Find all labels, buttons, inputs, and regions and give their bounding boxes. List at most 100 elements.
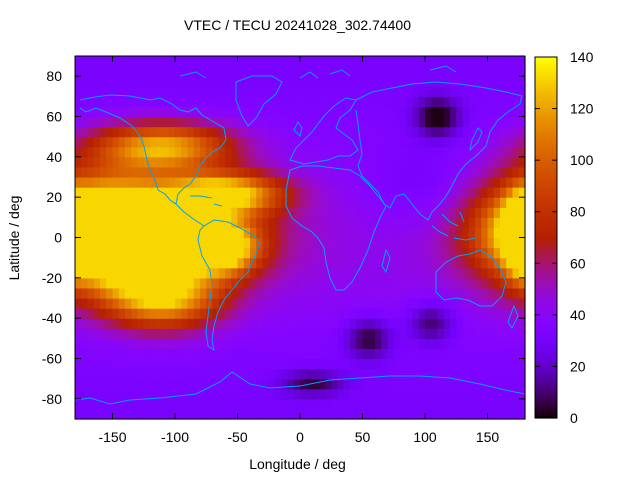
heatmap-cell bbox=[275, 247, 282, 259]
heatmap-cell bbox=[431, 308, 439, 319]
heatmap-cell bbox=[100, 358, 107, 370]
heatmap-cell bbox=[518, 408, 526, 420]
heatmap-cell bbox=[212, 287, 220, 299]
heatmap-cell bbox=[118, 177, 126, 188]
heatmap-cell bbox=[125, 156, 132, 168]
heatmap-cell bbox=[281, 56, 289, 67]
colorbar-slice bbox=[535, 405, 557, 410]
colorbar-slice bbox=[535, 78, 557, 82]
heatmap-cell bbox=[137, 76, 145, 87]
heatmap-cell bbox=[356, 126, 364, 138]
heatmap-cell bbox=[106, 237, 114, 249]
heatmap-cell bbox=[500, 247, 507, 259]
heatmap-cell bbox=[362, 96, 370, 108]
heatmap-cell bbox=[512, 136, 520, 148]
heatmap-cell bbox=[256, 298, 264, 309]
colorbar-slice bbox=[535, 189, 557, 193]
heatmap-cell bbox=[400, 378, 407, 390]
heatmap-cell bbox=[443, 318, 451, 329]
heatmap-cell bbox=[250, 277, 257, 289]
heatmap-cell bbox=[400, 267, 407, 279]
colorbar-slice bbox=[535, 315, 557, 320]
heatmap-cell bbox=[318, 368, 326, 380]
heatmap-cell bbox=[350, 298, 357, 309]
heatmap-cell bbox=[362, 76, 370, 87]
heatmap-cell bbox=[218, 338, 226, 350]
heatmap-cell bbox=[468, 187, 476, 198]
heatmap-cell bbox=[275, 308, 282, 319]
heatmap-cell bbox=[168, 257, 176, 269]
heatmap-cell bbox=[400, 308, 407, 319]
heatmap-cell bbox=[112, 378, 120, 390]
heatmap-cell bbox=[306, 247, 314, 259]
heatmap-cell bbox=[181, 217, 189, 229]
heatmap-cell bbox=[193, 328, 201, 339]
heatmap-cell bbox=[243, 156, 251, 168]
heatmap-cell bbox=[375, 398, 382, 410]
heatmap-cell bbox=[112, 338, 120, 350]
heatmap-cell bbox=[212, 126, 220, 138]
heatmap-cell bbox=[81, 106, 89, 118]
heatmap-cell bbox=[256, 257, 264, 269]
heatmap-cell bbox=[500, 166, 507, 178]
heatmap-cell bbox=[362, 197, 370, 208]
heatmap-cell bbox=[450, 257, 457, 269]
heatmap-cell bbox=[318, 378, 326, 390]
heatmap-cell bbox=[356, 66, 364, 77]
heatmap-cell bbox=[112, 398, 120, 410]
heatmap-cell bbox=[437, 106, 445, 118]
heatmap-cell bbox=[331, 308, 339, 319]
heatmap-cell bbox=[500, 126, 507, 138]
heatmap-cell bbox=[118, 116, 126, 128]
heatmap-cell bbox=[268, 378, 276, 390]
heatmap-cell bbox=[81, 126, 89, 138]
heatmap-cell bbox=[487, 217, 495, 229]
heatmap-cell bbox=[318, 237, 326, 249]
heatmap-cell bbox=[100, 247, 107, 259]
heatmap-cell bbox=[325, 277, 332, 289]
colorbar-slice bbox=[535, 402, 557, 407]
heatmap-cell bbox=[218, 398, 226, 410]
heatmap-cell bbox=[412, 388, 420, 400]
heatmap-cell bbox=[268, 166, 276, 178]
heatmap-cell bbox=[293, 328, 301, 339]
heatmap-cell bbox=[437, 388, 445, 400]
heatmap-cell bbox=[200, 237, 207, 249]
heatmap-cell bbox=[318, 106, 326, 118]
heatmap-cell bbox=[450, 96, 457, 108]
heatmap-cell bbox=[275, 318, 282, 329]
heatmap-cell bbox=[175, 96, 182, 108]
heatmap-cell bbox=[231, 146, 239, 158]
heatmap-cell bbox=[293, 66, 301, 77]
heatmap-cell bbox=[425, 358, 432, 370]
heatmap-cell bbox=[475, 318, 482, 329]
heatmap-cell bbox=[400, 237, 407, 249]
colorbar-slice bbox=[535, 168, 557, 172]
heatmap-cell bbox=[181, 298, 189, 309]
heatmap-cell bbox=[131, 257, 139, 269]
heatmap-cell bbox=[306, 56, 314, 67]
heatmap-cell bbox=[362, 358, 370, 370]
heatmap-cell bbox=[75, 368, 82, 380]
heatmap-cell bbox=[468, 136, 476, 148]
heatmap-cell bbox=[418, 267, 426, 279]
heatmap-cell bbox=[306, 177, 314, 188]
heatmap-cell bbox=[487, 146, 495, 158]
heatmap-cell bbox=[325, 308, 332, 319]
colorbar-slice bbox=[535, 93, 557, 97]
heatmap-cell bbox=[262, 338, 270, 350]
heatmap-cell bbox=[200, 388, 207, 400]
heatmap-cell bbox=[487, 267, 495, 279]
heatmap-cell bbox=[150, 247, 157, 259]
heatmap-cell bbox=[87, 106, 95, 118]
heatmap-cell bbox=[225, 146, 232, 158]
heatmap-cell bbox=[225, 156, 232, 168]
heatmap-cell bbox=[150, 177, 157, 188]
heatmap-cell bbox=[250, 56, 257, 67]
heatmap-cell bbox=[425, 126, 432, 138]
heatmap-cell bbox=[168, 177, 176, 188]
heatmap-cell bbox=[400, 76, 407, 87]
colorbar-slice bbox=[535, 210, 557, 215]
heatmap-cell bbox=[268, 116, 276, 128]
